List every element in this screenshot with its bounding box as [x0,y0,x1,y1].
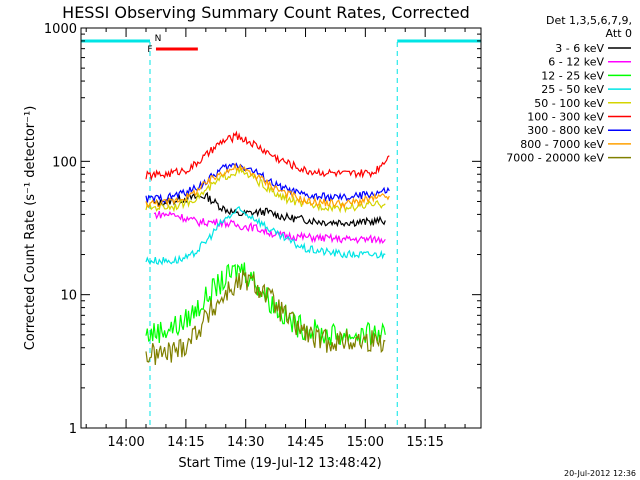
y-axis-label: Corrected Count Rate (s⁻¹ detector⁻¹) [23,106,38,351]
x-tick-label: 15:15 [406,435,443,450]
series-line-9 [145,269,386,365]
legend-label: 800 - 7000 keV [520,138,604,151]
y-tick-label: 10 [60,289,77,304]
x-axis-label: Start Time (19-Jul-12 13:48:42) [178,456,381,471]
chart-title: HESSI Observing Summary Count Rates, Cor… [62,3,470,22]
legend-label: 50 - 100 keV [534,97,604,110]
series-line-5 [145,165,386,214]
series-line-3 [145,262,386,346]
series-line-2 [153,210,386,245]
legend-title-line-2: Att 0 [606,27,632,40]
flag-label-F: F [147,45,152,55]
legend-label: 12 - 25 keV [541,69,604,82]
legend-label: 7000 - 20000 keV [506,152,604,165]
legend-label: 100 - 300 keV [527,111,604,124]
series-line-6 [145,130,390,182]
legend-label: 25 - 50 keV [541,83,604,96]
footer-timestamp: 20-Jul-2012 12:36 [564,469,636,478]
plot-frame [80,27,482,429]
y-tick-label: 1 [69,422,77,437]
x-tick-label: 14:45 [287,435,324,450]
legend-label: 300 - 800 keV [527,124,604,137]
x-tick-label: 14:30 [227,435,264,450]
x-tick-label: 14:15 [167,435,204,450]
flag-label-N: N [155,34,162,44]
y-tick-label: 100 [52,155,77,170]
x-tick-label: 14:00 [107,435,144,450]
legend-title-line-1: Det 1,3,5,6,7,9, [546,14,632,27]
series-line-1 [153,191,386,228]
axes: 1 10 100 1000 14:00 14:15 14:30 14:45 15:00 15:15 [44,22,482,450]
series-line-4 [145,206,386,266]
legend-label: 6 - 12 keV [548,56,604,69]
legend-label: 3 - 6 keV [555,42,604,55]
series-line-8 [145,162,390,209]
plot-area: NF [81,34,481,428]
y-tick-label: 1000 [44,22,77,37]
x-tick-label: 15:00 [347,435,384,450]
